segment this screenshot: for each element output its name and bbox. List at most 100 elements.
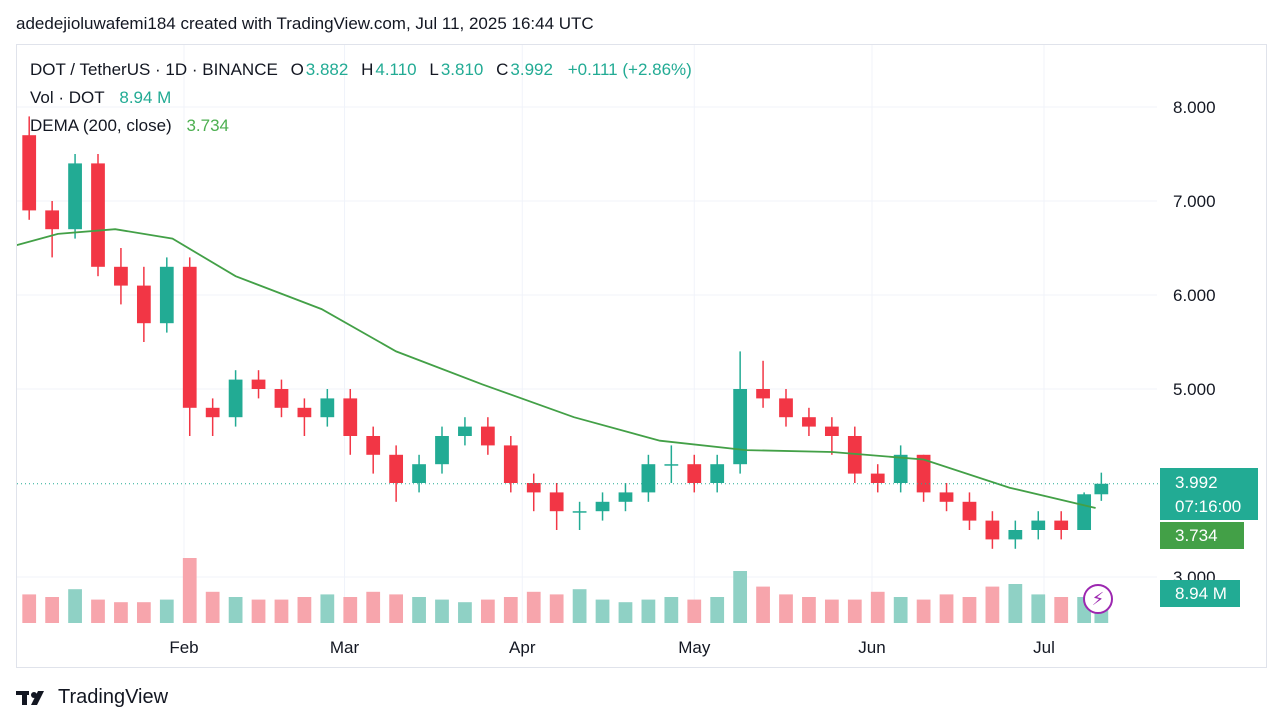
bar-countdown: 07:16:00 xyxy=(1175,497,1242,516)
candle-body xyxy=(1031,520,1046,530)
lightning-bolt-icon[interactable]: ⚡ xyxy=(1083,584,1113,614)
volume-bar xyxy=(136,602,151,623)
volume-bar xyxy=(503,597,518,623)
volume-bar xyxy=(595,599,610,623)
legend-open: 3.882 xyxy=(305,60,349,79)
candle-body xyxy=(893,454,908,483)
y-tick-label: 5.000 xyxy=(1173,380,1216,399)
volume-bar xyxy=(412,597,426,623)
candle-body xyxy=(1094,483,1109,495)
legend-ohlc: DOT / TetherUS · 1D · BINANCE O 3.882 H 4.… xyxy=(30,60,694,80)
header-caption: adedejioluwafemi184 created with Trading… xyxy=(16,14,594,33)
candle-body xyxy=(182,266,197,408)
candle-body xyxy=(343,398,358,436)
legend-dema: DEMA (200, close) 3.734 xyxy=(30,116,231,136)
volume-bar xyxy=(870,591,885,623)
volume-bar xyxy=(733,571,748,623)
volume-bar xyxy=(549,594,564,623)
volume-bar xyxy=(182,558,197,623)
candle-body xyxy=(136,285,151,324)
candle-body xyxy=(1054,520,1069,530)
candle-body xyxy=(366,436,381,455)
candle-body xyxy=(595,501,610,512)
candle-body xyxy=(687,464,702,483)
candle-body xyxy=(251,379,266,389)
x-tick-label: May xyxy=(678,638,711,657)
candle-body xyxy=(939,492,954,502)
volume-bar xyxy=(1008,584,1023,623)
candle-body xyxy=(412,464,426,483)
volume-bar xyxy=(802,597,816,623)
candle-body xyxy=(458,426,472,436)
x-tick-label: Jul xyxy=(1033,638,1055,657)
volume-bar xyxy=(159,599,174,623)
volume-bar xyxy=(687,599,702,623)
volume-bar xyxy=(389,594,404,623)
volume-bar xyxy=(91,599,105,623)
volume-bar xyxy=(366,591,381,623)
volume-bar xyxy=(847,599,862,623)
x-tick-label: Jun xyxy=(858,638,885,657)
legend-dema-label: DEMA (200, close) xyxy=(30,116,172,135)
y-tick-label: 6.000 xyxy=(1173,286,1216,305)
volume-bar xyxy=(526,591,541,623)
volume-bar xyxy=(572,589,587,623)
candle-body xyxy=(847,436,862,474)
legend-low: 3.810 xyxy=(440,60,484,79)
volume-bar xyxy=(480,599,495,623)
candle-body xyxy=(159,266,174,324)
x-tick-label: Feb xyxy=(169,638,198,657)
volume-bar xyxy=(45,597,60,623)
volume-bar xyxy=(274,599,289,623)
dema-line xyxy=(17,228,1096,509)
tradingview-logo-icon xyxy=(16,690,44,705)
volume-bar xyxy=(916,599,931,623)
legend-close-label: C xyxy=(496,60,509,79)
volume-bar xyxy=(435,599,449,623)
volume-bar xyxy=(22,594,37,623)
candle-body xyxy=(297,407,312,418)
x-tick-label: Apr xyxy=(509,638,536,657)
candle-body xyxy=(205,407,220,418)
brand-name: TradingView xyxy=(58,686,169,708)
candle-body xyxy=(962,501,977,521)
candle-body xyxy=(664,464,679,466)
candle-body xyxy=(68,163,82,230)
tradingview-brand[interactable]: TradingView xyxy=(16,686,168,709)
y-tick-label: 8.000 xyxy=(1173,98,1216,117)
legend-high: 4.110 xyxy=(375,60,417,79)
legend-open-label: O xyxy=(290,60,304,79)
candle-body xyxy=(320,398,335,418)
x-tick-label: Mar xyxy=(330,638,360,657)
legend-change: +0.111 (+2.86%) xyxy=(567,60,692,79)
dema-tag-value: 3.734 xyxy=(1175,526,1218,545)
candle-body xyxy=(480,426,495,446)
candle-body xyxy=(1008,530,1023,540)
volume-bar xyxy=(1031,594,1046,623)
volume-bar xyxy=(114,602,128,623)
legend-volume: Vol · DOT 8.94 M xyxy=(30,88,173,108)
candle-body xyxy=(274,389,289,408)
legend-low-label: L xyxy=(429,60,439,79)
volume-bar xyxy=(343,597,358,623)
candle-body xyxy=(618,492,633,502)
volume-bar xyxy=(618,602,633,623)
volume-tag: 8.94 M xyxy=(1160,580,1240,607)
volume-bar xyxy=(962,597,977,623)
legend-symbol: DOT / TetherUS · 1D · BINANCE xyxy=(30,60,278,79)
dema-price-tag: 3.734 xyxy=(1160,522,1244,549)
volume-tag-value: 8.94 M xyxy=(1175,584,1227,603)
volume-bar xyxy=(1054,597,1069,623)
volume-bar xyxy=(251,599,266,623)
candle-body xyxy=(1077,494,1092,530)
volume-bar xyxy=(297,597,312,623)
candle-body xyxy=(985,520,1000,540)
candle-body xyxy=(733,389,748,465)
last-price-tag: 3.992 07:16:00 xyxy=(1160,468,1258,520)
legend-vol-label: Vol · DOT xyxy=(30,88,105,107)
candle-body xyxy=(228,379,243,418)
candle-body xyxy=(779,398,793,418)
candle-body xyxy=(824,426,839,436)
chart-frame[interactable]: 8.000 7.000 6.000 5.000 3.000 Feb Mar Apr May Jun… xyxy=(16,44,1267,668)
